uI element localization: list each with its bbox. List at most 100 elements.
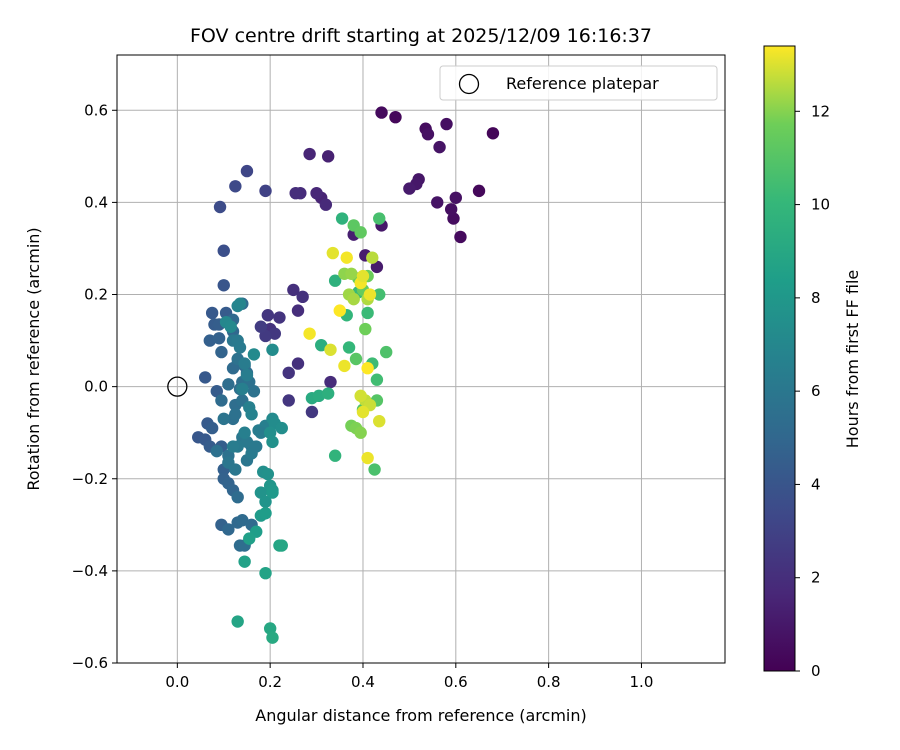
data-point <box>354 226 367 239</box>
data-point <box>259 329 272 343</box>
data-point <box>356 269 370 283</box>
data-point <box>361 362 374 375</box>
legend: Reference platepar <box>439 65 718 101</box>
x-axis-label: Angular distance from reference (arcmin) <box>255 706 586 725</box>
data-point <box>324 343 337 356</box>
colorbar-tick-label: 0 <box>811 662 821 680</box>
data-point <box>203 334 217 347</box>
x-tick-label: 0.8 <box>537 673 561 691</box>
colorbar-ticks: 0 2 4 6 8 10 12 <box>795 102 830 680</box>
data-point <box>198 371 212 384</box>
data-points <box>192 106 500 644</box>
data-point <box>366 251 379 264</box>
colorbar-label: Hours from first FF file <box>843 270 862 449</box>
data-point <box>373 212 386 225</box>
data-point <box>273 311 286 324</box>
x-tick-label: 1.0 <box>630 673 654 691</box>
data-point <box>212 332 226 345</box>
y-tick-label: 0.6 <box>84 101 108 119</box>
data-point <box>349 352 363 366</box>
data-point <box>261 309 275 322</box>
data-point <box>315 338 328 352</box>
y-tick-label: −0.2 <box>72 470 108 488</box>
data-point <box>368 463 381 476</box>
data-point <box>356 405 370 419</box>
data-point <box>233 297 247 310</box>
data-point <box>217 412 230 426</box>
data-point <box>275 539 288 552</box>
data-point <box>226 362 240 375</box>
data-point <box>370 260 384 274</box>
data-point <box>254 486 268 499</box>
data-point <box>238 555 251 568</box>
colorbar-tick-label: 4 <box>811 475 821 493</box>
data-point <box>222 378 235 391</box>
data-point <box>310 186 323 200</box>
data-point <box>224 320 237 333</box>
data-point <box>291 357 305 370</box>
x-tick-label: 0.6 <box>444 673 468 691</box>
data-point <box>373 288 386 301</box>
data-point <box>291 304 305 317</box>
x-tick-label: 0.0 <box>165 673 189 691</box>
data-point <box>275 421 288 435</box>
data-point <box>205 421 219 435</box>
data-point <box>373 414 386 428</box>
data-point <box>247 385 261 398</box>
data-point <box>210 385 223 398</box>
data-point <box>247 348 261 361</box>
data-point <box>245 408 258 421</box>
data-point <box>363 288 377 301</box>
colorbar-tick-label: 8 <box>811 289 821 307</box>
data-point <box>222 523 235 536</box>
data-point <box>261 467 275 481</box>
colorbar-tick-label: 10 <box>811 196 830 214</box>
data-point <box>354 389 367 403</box>
data-point <box>226 440 240 453</box>
data-point <box>431 196 444 209</box>
data-point <box>210 444 223 458</box>
data-point <box>342 341 356 354</box>
data-point <box>319 198 333 211</box>
legend-reference-label: Reference platepar <box>506 74 659 93</box>
data-point <box>268 327 282 340</box>
data-point <box>266 486 279 499</box>
data-point <box>421 128 435 141</box>
data-point <box>328 449 342 462</box>
data-point <box>361 306 374 320</box>
data-point <box>354 426 367 439</box>
data-point <box>259 507 272 520</box>
data-point <box>250 440 263 453</box>
data-point <box>440 117 453 131</box>
data-point <box>215 394 228 407</box>
data-point <box>238 426 251 439</box>
data-point <box>333 304 346 317</box>
data-point <box>229 408 242 421</box>
data-point <box>359 322 372 336</box>
data-point <box>282 366 295 380</box>
data-point <box>379 345 393 359</box>
data-point <box>266 631 279 644</box>
data-point <box>326 246 340 260</box>
data-point <box>259 566 272 580</box>
data-point <box>229 463 242 476</box>
legend-reference-marker <box>458 73 480 95</box>
data-point <box>205 306 219 320</box>
data-point <box>231 490 244 504</box>
y-tick-label: −0.6 <box>72 654 108 672</box>
data-point <box>324 375 337 389</box>
data-point <box>213 200 227 214</box>
data-point <box>403 182 416 195</box>
colorbar-gradient <box>763 45 796 672</box>
chart-title: FOV centre drift starting at 2025/12/09 … <box>190 25 652 47</box>
data-point <box>296 290 309 304</box>
data-point <box>236 382 249 396</box>
data-point <box>303 147 316 161</box>
data-point <box>305 405 319 419</box>
data-point <box>287 283 300 297</box>
data-point <box>240 164 254 178</box>
data-point <box>266 435 279 449</box>
legend-box <box>439 65 718 101</box>
data-point <box>266 343 279 356</box>
reference-platepar-marker <box>167 376 188 397</box>
